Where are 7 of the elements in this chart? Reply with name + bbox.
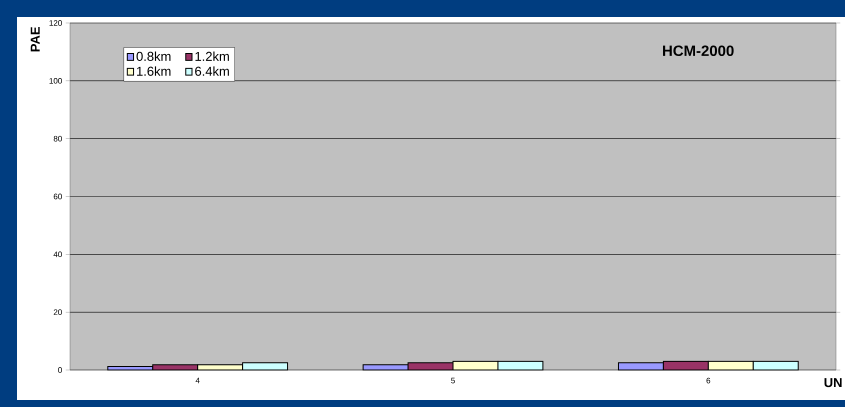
legend-label: 1.2km xyxy=(195,51,229,61)
text: HCM-2000 xyxy=(663,45,734,56)
legend-label: 6.4km xyxy=(195,66,229,76)
legend-label: 1.6km xyxy=(137,66,170,76)
legend-label: 0.8km xyxy=(136,51,170,61)
x-axis-title: UN xyxy=(824,378,842,388)
y-axis-title: PAE xyxy=(30,27,40,52)
